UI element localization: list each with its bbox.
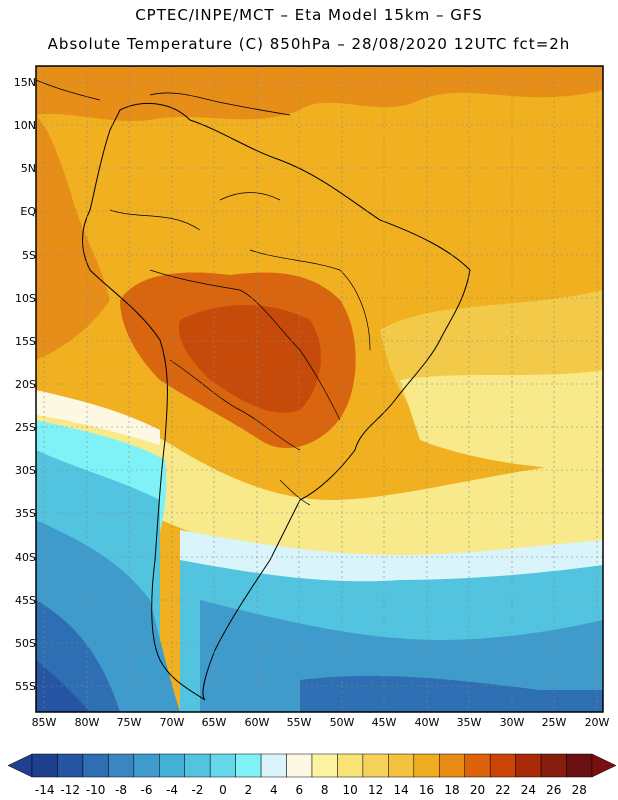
colorbar-label: 26	[546, 783, 562, 797]
colorbar-label: 10	[342, 783, 358, 797]
lon-label-60w: 60W	[244, 716, 270, 729]
colorbar-swatch	[311, 753, 338, 778]
colorbar-label: 14	[393, 783, 409, 797]
lat-label-45s: 45S	[15, 594, 36, 607]
colorbar-swatch	[82, 753, 109, 778]
colorbar-label: 0	[219, 783, 227, 797]
colorbar-label: 2	[244, 783, 253, 797]
temperature-field	[36, 66, 603, 712]
colorbar-swatch	[108, 753, 135, 778]
colorbar-label: 28	[571, 783, 587, 797]
colorbar-label: 16	[418, 783, 435, 797]
lon-label-25w: 25W	[541, 716, 567, 729]
lon-label-75w: 75W	[116, 716, 142, 729]
field-south-colder	[300, 675, 603, 712]
colorbar-swatch	[133, 753, 160, 778]
lat-label-40s: 40S	[15, 551, 36, 564]
colorbar-swatch	[566, 753, 593, 778]
colorbar-swatch	[540, 753, 567, 778]
colorbar	[7, 753, 617, 778]
coastline-south-america	[82, 102, 471, 701]
colorbar-label: -6	[140, 783, 153, 797]
lon-label-20w: 20W	[584, 716, 610, 729]
country-borders	[109, 192, 371, 506]
colorbar-swatch	[489, 753, 516, 778]
colorbar-label: 24	[520, 783, 536, 797]
field-central-hottest	[179, 305, 321, 413]
field-east-mild	[400, 370, 603, 470]
colorbar-label: -12	[60, 783, 80, 797]
map-title-line2: Absolute Temperature (C) 850hPa – 28/08/…	[47, 35, 571, 53]
colorbar-swatch	[362, 753, 389, 778]
lat-label-25s: 25S	[15, 421, 36, 434]
colorbar-swatch	[439, 753, 465, 778]
lon-label-45w: 45W	[371, 716, 397, 729]
colorbar-label: -4	[166, 783, 178, 797]
lat-label-20s: 20S	[15, 378, 36, 391]
colorbar-label: 22	[495, 783, 511, 797]
colorbar-label: 8	[320, 783, 329, 797]
colorbar-swatch	[413, 753, 440, 778]
lat-label-50s: 50S	[15, 637, 36, 650]
lat-label-eq: EQ	[20, 205, 36, 218]
lat-label-30s: 30S	[15, 464, 36, 477]
lon-label-80w: 80W	[74, 716, 100, 729]
colorbar-label: -8	[115, 783, 128, 797]
lat-label-35s: 35S	[15, 507, 36, 520]
colorbar-swatch	[515, 753, 542, 778]
lat-label-55s: 55S	[15, 680, 36, 693]
lat-label-5s: 5S	[22, 249, 36, 262]
colorbar-label: 6	[295, 783, 304, 797]
colorbar-swatch	[184, 753, 211, 778]
colorbar-swatch	[159, 753, 185, 778]
colorbar-label: -10	[85, 783, 106, 797]
colorbar-swatch	[31, 753, 58, 778]
field-southeast-pale	[180, 530, 603, 582]
field-north-warm	[36, 66, 603, 122]
colorbar-label: 18	[444, 783, 460, 797]
lat-label-5n: 5N	[20, 162, 36, 175]
field-west-warm	[36, 115, 110, 360]
colorbar-arrow-left	[7, 753, 33, 778]
colorbar-swatch	[337, 753, 364, 778]
colorbar-swatch	[464, 753, 491, 778]
lon-label-70w: 70W	[159, 716, 185, 729]
caribbean-coast	[35, 79, 291, 116]
colorbar-swatch	[209, 753, 236, 778]
colorbar-label: -2	[191, 783, 204, 797]
colorbar-label: 20	[469, 783, 486, 797]
colorbar-label: 4	[269, 783, 278, 797]
field-south-mild	[36, 400, 603, 560]
lat-label-10s: 10S	[15, 292, 36, 305]
lat-label-10n: 10N	[13, 119, 36, 132]
colorbar-label: 12	[367, 783, 384, 797]
map-frame	[35, 65, 604, 713]
lon-label-40w: 40W	[414, 716, 440, 729]
colorbar-swatch	[260, 753, 287, 778]
colorbar-arrow-right	[591, 753, 617, 778]
lon-label-65w: 65W	[201, 716, 227, 729]
colorbar-swatch	[57, 753, 84, 778]
colorbar-swatch	[388, 753, 415, 778]
lon-label-35w: 35W	[456, 716, 482, 729]
lon-label-50w: 50W	[329, 716, 355, 729]
map-title-line1: CPTEC/INPE/MCT – Eta Model 15km – GFS	[135, 6, 483, 24]
lat-label-15s: 15S	[15, 335, 36, 348]
colorbar-label: -14	[34, 783, 55, 797]
lon-label-85w: 85W	[31, 716, 57, 729]
colorbar-swatch	[286, 753, 313, 778]
lat-label-15n: 15N	[13, 76, 36, 89]
colorbar-swatch	[235, 753, 262, 778]
lon-label-55w: 55W	[286, 716, 312, 729]
lon-label-30w: 30W	[499, 716, 525, 729]
